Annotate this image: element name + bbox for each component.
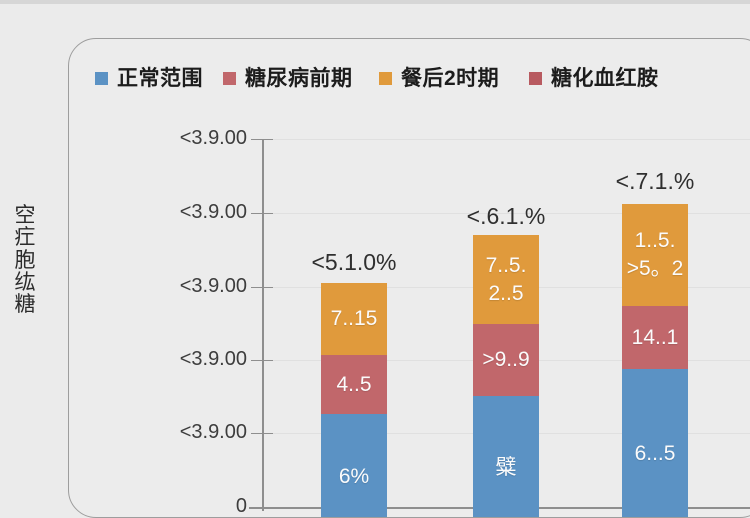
legend-item-label: 餐后2时期 xyxy=(401,66,500,90)
bar-segment-red[interactable]: 4..5 xyxy=(321,355,387,414)
bar-total-label: <.6.1.% xyxy=(466,203,546,229)
y-axis-tick xyxy=(251,213,273,215)
y-axis-tick xyxy=(251,360,273,362)
y-axis-tick-label: <3.9.00 xyxy=(179,127,247,149)
top-edge-strip xyxy=(0,0,750,4)
y-axis-title-char-3: 纮 xyxy=(14,270,36,294)
y-axis-tick-label: 0 xyxy=(235,495,247,517)
y-axis-title-char-4: 糖 xyxy=(14,293,36,316)
bar-segment-label: 2..5 xyxy=(488,281,524,305)
gridline xyxy=(262,139,750,140)
bar-segment-label: 4..5 xyxy=(336,372,372,396)
bar-segment-label: >9..9 xyxy=(482,348,530,372)
legend-item-hba1c[interactable]: 糖化血红胺 xyxy=(529,68,659,89)
y-axis-labels: <3.9.00 <3.9.00 <3.9.00 <3.9.00 <3.9.00 0 xyxy=(69,39,247,517)
y-axis-tick-label: <3.9.00 xyxy=(179,348,247,370)
bar-segment-label: 糪 xyxy=(495,455,517,479)
legend-swatch-icon xyxy=(379,71,392,85)
legend-swatch-icon xyxy=(95,71,108,85)
y-axis-line xyxy=(262,139,264,511)
chart-card: 正常范围 糖尿病前期 餐后2时期 糖化血红胺 <3.9.00 <3.9.00 <3.9.0… xyxy=(68,38,750,518)
bar-segment-label: 6...5 xyxy=(634,442,676,466)
bar-total-label: <5.1.0% xyxy=(311,249,397,275)
legend-swatch-icon xyxy=(529,71,542,85)
y-axis-tick-label: <3.9.00 xyxy=(179,201,247,223)
bar-segment-blue[interactable]: 糪 xyxy=(473,396,539,517)
bar-segment-orange[interactable]: 1..5. >5。2 xyxy=(622,204,688,306)
bar-segment-orange[interactable]: 7..5. 2..5 xyxy=(473,235,539,324)
y-axis-tick xyxy=(251,433,273,435)
y-axis-title-char-1: 疘 xyxy=(14,226,36,250)
legend-item-label: 正常范围 xyxy=(117,66,203,90)
bar-segment-label: 14..1 xyxy=(631,325,679,349)
chart-legend: 正常范围 糖尿病前期 餐后2时期 糖化血红胺 xyxy=(77,61,737,95)
bar-segment-red[interactable]: >9..9 xyxy=(473,324,539,396)
bar-segment-label: 6% xyxy=(338,464,370,488)
bar-segment-red[interactable]: 14..1 xyxy=(622,306,688,369)
y-axis-title-char-0: 空 xyxy=(14,204,36,227)
y-axis-tick xyxy=(251,287,273,289)
legend-item-prediabetes[interactable]: 糖尿病前期 xyxy=(223,68,353,89)
bar-segment-orange[interactable]: 7..15 xyxy=(321,283,387,355)
y-axis-tick xyxy=(251,139,273,141)
legend-item-normal-range[interactable]: 正常范围 xyxy=(95,68,203,89)
legend-item-postprandial[interactable]: 餐后2时期 xyxy=(379,68,499,89)
y-axis-tick-label: <3.9.00 xyxy=(179,421,247,443)
bar-segment-blue[interactable]: 6...5 xyxy=(622,369,688,517)
legend-item-label: 糖化血红胺 xyxy=(551,66,659,90)
legend-item-label: 糖尿病前期 xyxy=(245,66,353,90)
bar-total-label: <.7.1.% xyxy=(615,168,695,194)
bar-segment-label: >5。2 xyxy=(626,257,684,280)
y-axis-tick xyxy=(251,507,273,509)
bar-segment-label: 1..5. xyxy=(634,229,676,253)
bar-segment-label: 7..15 xyxy=(330,307,378,331)
bar-segment-label: 7..5. xyxy=(485,253,527,277)
bar-segment-blue[interactable]: 6% xyxy=(321,414,387,517)
gridline xyxy=(262,213,750,214)
y-axis-tick-label: <3.9.00 xyxy=(179,275,247,297)
legend-swatch-icon xyxy=(223,71,236,85)
y-axis-title-char-2: 胞 xyxy=(14,248,36,272)
y-axis-title: 空疘胞纮糖 xyxy=(10,204,40,316)
